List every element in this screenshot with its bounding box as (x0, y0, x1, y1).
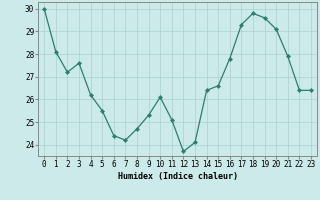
X-axis label: Humidex (Indice chaleur): Humidex (Indice chaleur) (118, 172, 238, 181)
